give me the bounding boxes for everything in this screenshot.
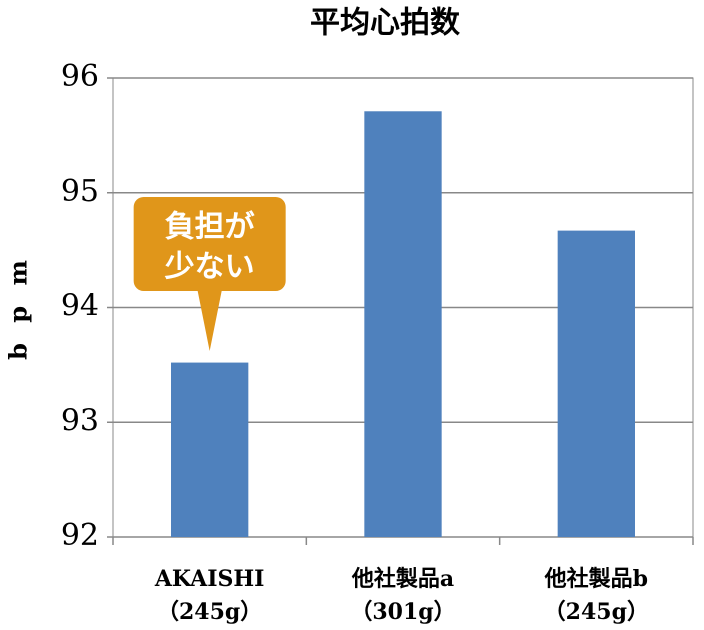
x-tick-label: （301g） xyxy=(350,599,455,625)
bar xyxy=(557,230,635,537)
x-tick-label: （245g） xyxy=(544,599,649,625)
y-tick-label: 92 xyxy=(61,518,99,553)
x-tick-label: 他社製品b xyxy=(544,566,648,592)
callout xyxy=(133,197,286,351)
bar xyxy=(171,362,249,537)
y-tick-label: 95 xyxy=(61,174,99,209)
callout-text: 少ない xyxy=(165,250,255,285)
x-tick-label: 他社製品a xyxy=(351,566,454,592)
chart-title: 平均心拍数 xyxy=(310,6,461,41)
bar xyxy=(364,111,442,537)
x-tick-label: （245g） xyxy=(157,599,262,625)
y-tick-label: 93 xyxy=(61,403,99,438)
callout-text: 負担が xyxy=(165,210,255,245)
y-tick-label: 96 xyxy=(61,59,99,94)
y-tick-label: 94 xyxy=(61,289,99,324)
x-tick-label: AKAISHI xyxy=(154,566,265,592)
y-axis-label: b p m xyxy=(4,254,33,360)
